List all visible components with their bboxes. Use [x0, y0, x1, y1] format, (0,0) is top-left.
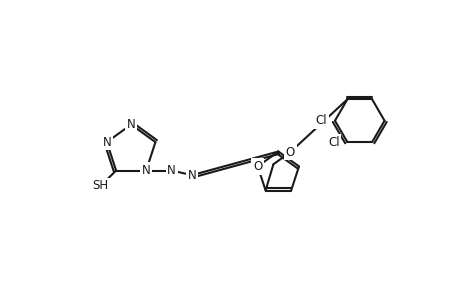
Text: N: N	[187, 169, 196, 182]
Text: N: N	[141, 164, 150, 177]
Text: N: N	[102, 136, 111, 148]
Text: SH: SH	[92, 179, 108, 192]
Text: O: O	[252, 160, 262, 173]
Text: N: N	[167, 164, 176, 177]
Text: Cl: Cl	[327, 136, 339, 148]
Text: Cl: Cl	[315, 114, 326, 127]
Text: N: N	[127, 118, 135, 131]
Text: O: O	[285, 146, 294, 158]
